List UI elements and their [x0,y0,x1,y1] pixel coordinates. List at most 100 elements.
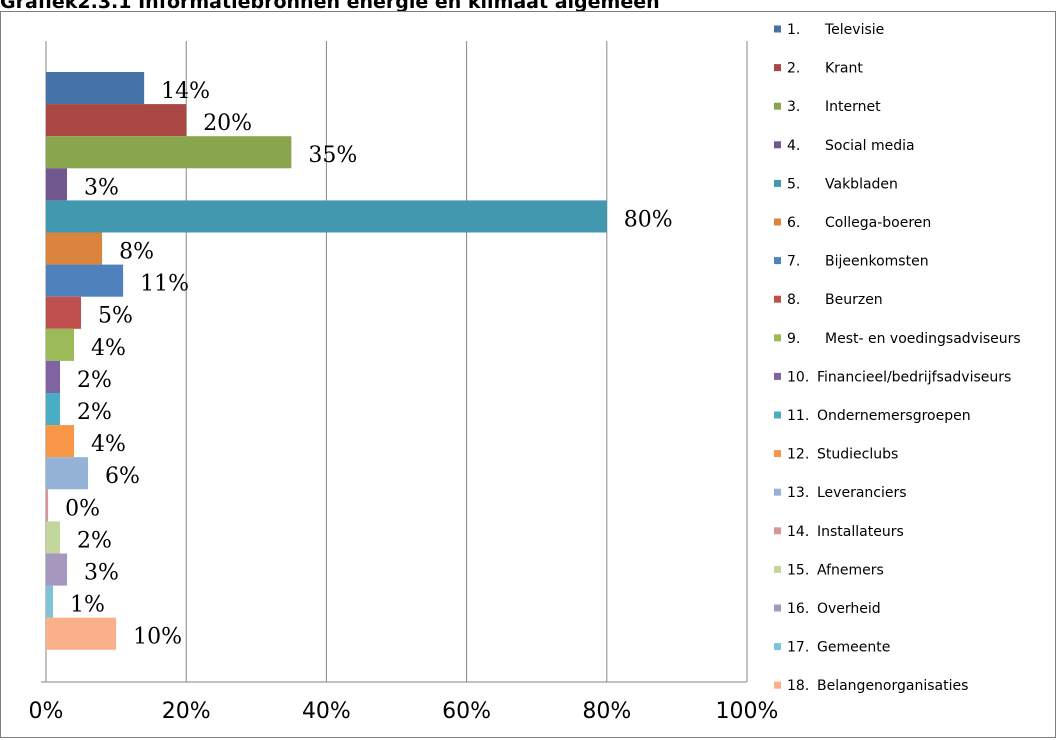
legend-number: 14. [787,524,809,540]
bar [46,457,89,490]
x-tick-label: 100% [716,699,779,724]
bar-value-label: 11% [140,272,189,297]
bar [46,489,49,522]
legend-swatch [774,295,781,303]
chart-title: Grafiek2.3.1 Informatiebronnen energie e… [0,0,660,13]
bar-value-label: 5% [98,304,133,329]
x-axis-ticks: 0% 20% 40% 60% 80% 100% [29,699,779,724]
legend: 1. Televisie 2. Krant 3. Internet 4. Social med… [774,22,1021,694]
bar-value-label: 6% [105,464,140,489]
legend-item-label: Beurzen [825,292,883,308]
x-tick-label: 20% [162,699,211,724]
bar-value-label: 35% [308,143,357,168]
bar [46,585,54,618]
bar [46,104,187,137]
bar [46,200,607,233]
legend-item-label: Krant [825,61,863,77]
legend-item-label: Studieclubs [817,447,898,463]
bar [46,328,75,361]
legend-swatch [774,488,781,496]
bar-value-label: 4% [91,336,126,361]
legend-number: 11. [787,408,809,424]
legend-swatch [774,527,781,535]
legend-number: 7. [787,254,800,270]
bar-value-label: 3% [84,561,119,586]
legend-item-label: Vakbladen [825,176,898,192]
legend-number: 16. [787,601,809,617]
legend-number: 2. [787,61,800,77]
legend-swatch [774,257,781,265]
legend-item-label: Financieel/bedrijfsadviseurs [817,369,1011,385]
legend-number: 15. [787,562,809,578]
legend-number: 4. [787,138,800,154]
legend-number: 6. [787,215,800,231]
bar [46,553,68,586]
bar [46,360,61,393]
bar-value-label: 10% [133,625,182,650]
legend-item-label: Televisie [824,22,884,38]
legend-number: 9. [787,331,800,347]
legend-swatch [774,141,781,149]
bars: 14% 20% 35% 3% 80% 8% 11% 5% 4% 2% 2% 4% 6%0% 2% 3% 1% 1… [46,72,673,650]
legend-swatch [774,450,781,458]
legend-swatch [774,334,781,342]
bar-value-label: 2% [77,368,112,393]
legend-item-label: Collega-boeren [825,215,931,231]
x-tick-label: 0% [29,699,64,724]
legend-swatch [774,64,781,72]
legend-number: 17. [787,640,809,656]
legend-item-label: Internet [825,99,881,115]
legend-item-label: Social media [825,138,915,154]
legend-number: 18. [787,678,809,694]
legend-swatch [774,372,781,380]
legend-item-label: Installateurs [817,524,904,540]
x-tick-label: 40% [302,699,351,724]
legend-item-label: Afnemers [817,562,884,578]
legend-swatch [774,681,781,689]
legend-number: 3. [787,99,800,115]
legend-swatch [774,102,781,110]
bar-value-label: 14% [161,79,210,104]
x-tick-label: 60% [442,699,491,724]
legend-number: 8. [787,292,800,308]
legend-swatch [774,643,781,651]
bar [46,393,61,426]
bar [46,296,82,329]
bar-value-label: 4% [91,432,126,457]
legend-item-label: Mest- en voedingsadviseurs [825,331,1021,347]
legend-swatch [774,565,781,573]
legend-item-label: Belangenorganisaties [817,678,968,694]
bar-value-label: 80% [624,207,673,232]
legend-swatch [774,411,781,419]
bar [46,232,103,265]
bar [46,521,61,554]
bar-value-label: 20% [203,111,252,136]
bar [46,72,145,105]
bar-value-label: 2% [77,400,112,425]
legend-number: 1. [787,22,800,38]
bar [46,264,124,297]
legend-item-label: Overheid [817,601,881,617]
legend-number: 10. [787,369,809,385]
legend-item-label: Ondernemersgroepen [817,408,971,424]
legend-swatch [774,604,781,612]
legend-item-label: Gemeente [817,640,890,656]
legend-number: 12. [787,447,809,463]
legend-swatch [774,179,781,187]
legend-number: 13. [787,485,809,501]
legend-swatch [774,218,781,226]
bar-value-label: 8% [119,240,154,265]
bar-value-label: 2% [77,528,112,553]
chart-frame [0,11,1056,738]
bar-value-label: 1% [70,593,105,618]
legend-item-label: Leveranciers [817,485,907,501]
bar-value-label: 3% [84,175,119,200]
bar [46,168,68,201]
legend-item-label: Bijeenkomsten [825,254,929,270]
bar [46,617,117,650]
bar [46,425,75,458]
legend-number: 5. [787,176,800,192]
x-tick-label: 80% [582,699,631,724]
bar [46,136,292,169]
